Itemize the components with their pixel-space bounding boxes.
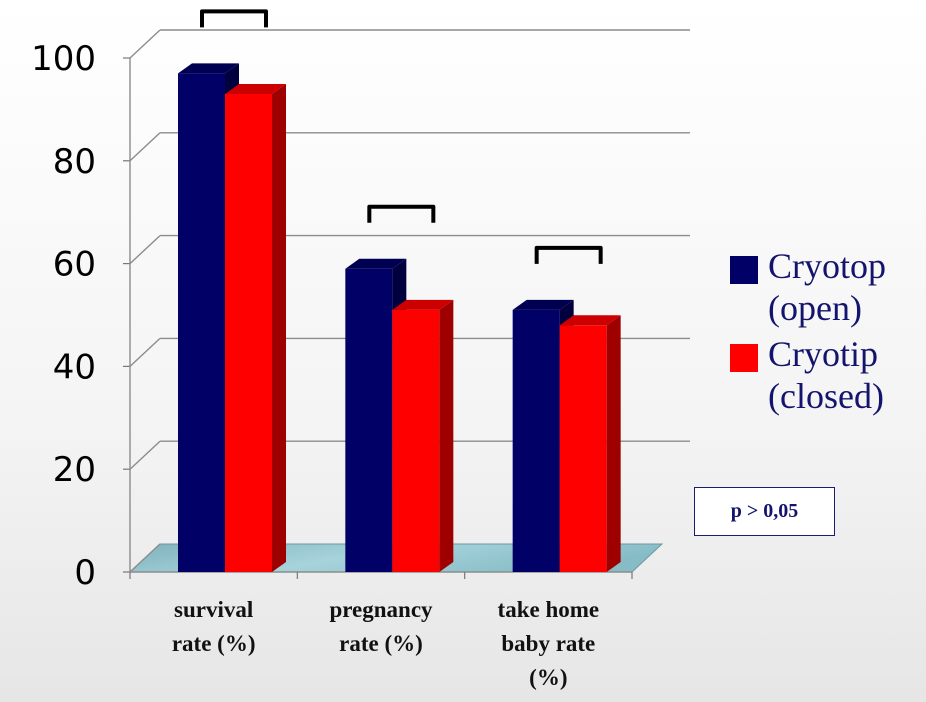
bar-survival-cryotip-side	[272, 83, 286, 572]
legend-item-cryotip: Cryotip (closed)	[730, 333, 926, 417]
legend-label-cryotip-line1: Cryotip	[768, 334, 879, 374]
bracket-survival	[200, 9, 268, 28]
gridline-depth	[129, 235, 161, 265]
gridline-depth	[129, 132, 161, 162]
x-tick-label-pregnancy: rate (%)	[339, 631, 423, 656]
bracket-pregnancy	[367, 204, 436, 223]
x-tick-label-take-home: baby rate	[501, 631, 595, 656]
legend-swatch-cryotop	[730, 256, 758, 284]
x-tick-label-take-home: take home	[498, 597, 600, 622]
bar-take-home-cryotop-front	[512, 309, 560, 572]
bar-pregnancy-cryotip	[392, 299, 454, 572]
legend-item-cryotop: Cryotop (open)	[730, 245, 926, 329]
bar-survival-cryotip	[225, 83, 286, 572]
legend-label-cryotop-line2: (open)	[768, 288, 862, 328]
gridline-depth	[129, 337, 161, 367]
p-value-annotation: p > 0,05	[694, 487, 835, 536]
legend: Cryotop (open) Cryotip (closed)	[730, 245, 926, 421]
bar-survival-cryotop-front	[178, 73, 225, 573]
y-tick-label: 80	[53, 142, 96, 182]
legend-label-cryotip-line2: (closed)	[768, 376, 884, 416]
bar-survival-cryotip-front	[225, 93, 272, 572]
bar-survival-cryotop-top	[178, 63, 239, 74]
x-tick-label-pregnancy: pregnancy	[329, 597, 433, 622]
bar-pregnancy-cryotip-top	[392, 299, 454, 310]
y-tick-label: 40	[53, 347, 96, 387]
legend-swatch-cryotip	[730, 344, 758, 372]
x-tick-label-take-home: (%)	[529, 665, 567, 690]
gridline-depth	[129, 29, 161, 59]
bar-pregnancy-cryotop-top	[345, 258, 407, 269]
y-tick-label: 60	[53, 245, 96, 285]
gridline-depth	[129, 543, 161, 573]
y-tick-label: 0	[74, 553, 96, 593]
gridline-depth	[129, 440, 161, 470]
x-tick-label-survival: rate (%)	[172, 631, 256, 656]
bar-take-home-cryotop-top	[512, 299, 574, 310]
x-tick-label-survival: survival	[174, 597, 253, 622]
bar-take-home-cryotip-front	[559, 325, 607, 572]
legend-label-cryotop-line1: Cryotop	[768, 246, 887, 286]
bar-pregnancy-cryotip-side	[439, 299, 454, 572]
bar-take-home-cryotip	[559, 315, 621, 572]
bar-pregnancy-cryotop-front	[345, 268, 393, 572]
bar-survival-cryotip-top	[225, 83, 286, 94]
y-tick-label: 100	[31, 39, 96, 79]
bracket-take-home	[534, 245, 603, 264]
y-tick-label: 20	[53, 450, 96, 490]
bar-pregnancy-cryotip-front	[392, 309, 440, 572]
bar-take-home-cryotip-top	[559, 315, 621, 326]
bar-take-home-cryotip-side	[606, 315, 621, 572]
